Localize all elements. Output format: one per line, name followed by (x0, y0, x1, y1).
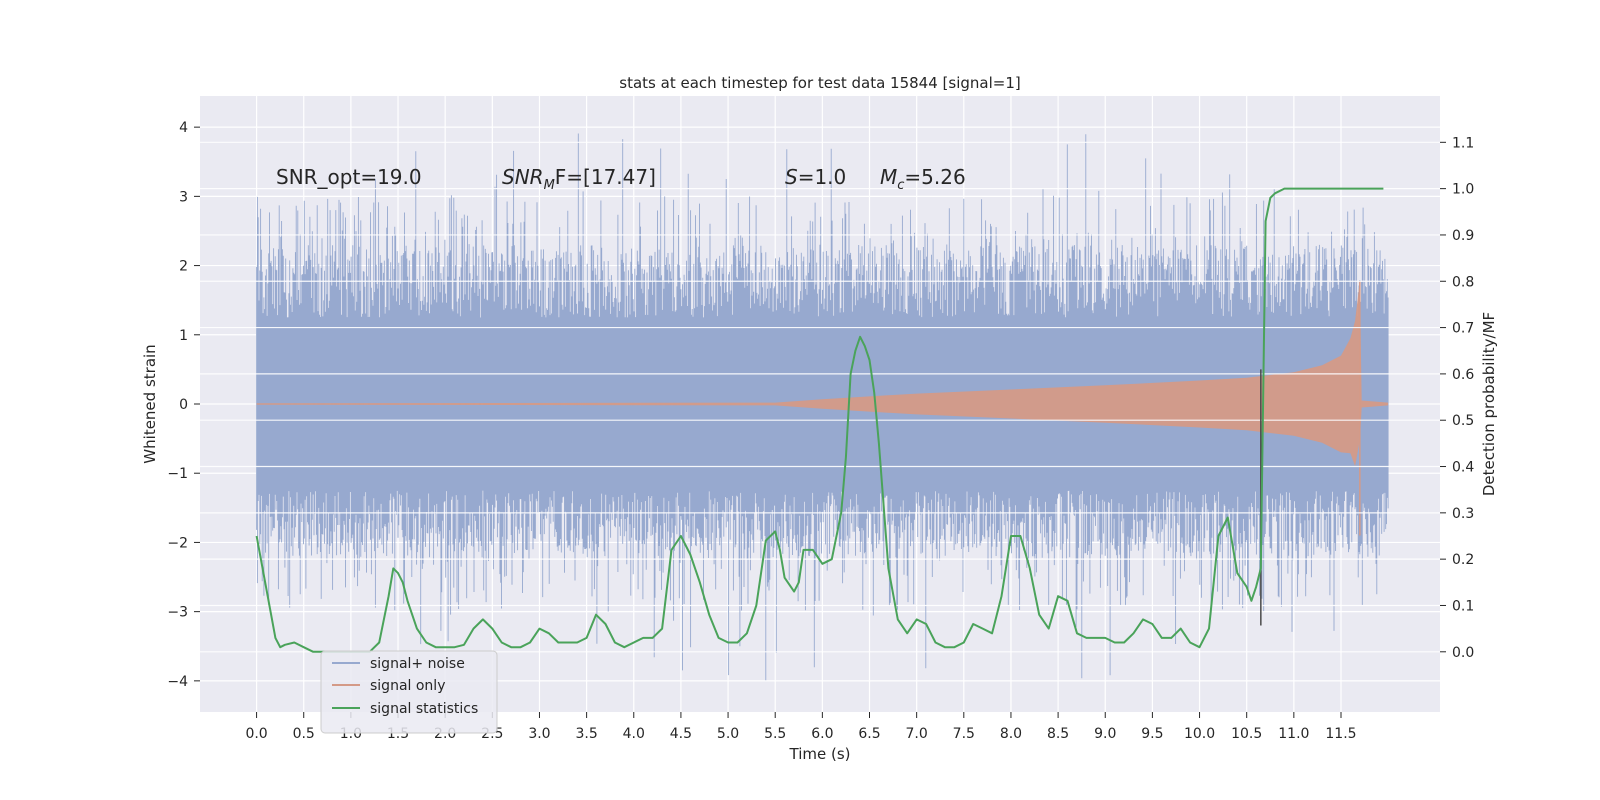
y-tick-label: −2 (167, 535, 188, 551)
x-tick-label: 0.0 (245, 726, 267, 742)
x-tick-label: 11.5 (1325, 726, 1356, 742)
y2-tick-label: 0.1 (1452, 598, 1474, 614)
x-tick-label: 9.0 (1094, 726, 1116, 742)
x-tick-label: 5.0 (717, 726, 739, 742)
annotation-snr-opt: SNR_opt=19.0 (276, 165, 422, 189)
x-tick-label: 11.0 (1278, 726, 1309, 742)
x-tick-label: 4.5 (670, 726, 692, 742)
legend-label-stats: signal statistics (370, 701, 478, 717)
y2-tick-label: 0.5 (1452, 413, 1474, 429)
annotation-mc-sub: c (897, 178, 904, 193)
stats-line (255, 187, 1384, 653)
y2-tick-label: 0.8 (1452, 274, 1474, 290)
y2-tick-label: 0.9 (1452, 228, 1474, 244)
legend: signal+ noise signal only signal statist… (320, 650, 498, 734)
x-tick-label: 10.0 (1184, 726, 1215, 742)
y2-axis-label: Detection probability/MF (1480, 312, 1498, 496)
annotation-snr-mf: SNRMF=[17.47] (502, 165, 656, 193)
y-tick-label: −4 (167, 674, 188, 690)
x-tick-label: 8.0 (1000, 726, 1022, 742)
annotation-snr-mf-rest: F=[17.47] (555, 165, 656, 189)
y2-tick-label: 1.1 (1452, 135, 1474, 151)
x-axis-label: Time (s) (789, 745, 851, 763)
y2-tick-label: 0.7 (1452, 321, 1474, 337)
y2-tick-label: 0.6 (1452, 367, 1474, 383)
x-tick-label: 7.0 (906, 726, 928, 742)
y2-tick-label: 0.3 (1452, 506, 1474, 522)
x-tick-label: 6.5 (858, 726, 880, 742)
x-tick-label: 6.0 (811, 726, 833, 742)
y-tick-label: −3 (167, 605, 188, 621)
x-tick-label: 0.5 (293, 726, 315, 742)
y2-tick-label: 0.2 (1452, 552, 1474, 568)
y2-tick-label: 1.0 (1452, 182, 1474, 198)
annotation-s-rest: =1.0 (798, 165, 847, 189)
chart-title: stats at each timestep for test data 158… (619, 74, 1020, 92)
x-tick-label: 5.5 (764, 726, 786, 742)
y-tick-label: 0 (179, 397, 188, 413)
x-tick-label: 7.5 (953, 726, 975, 742)
annotation-s: S=1.0 (785, 165, 846, 189)
x-tick-label: 8.5 (1047, 726, 1069, 742)
legend-label-signal: signal only (370, 678, 445, 694)
annotation-mc-rest: =5.26 (904, 165, 965, 189)
x-tick-label: 3.0 (528, 726, 550, 742)
y2-tick-label: 0.4 (1452, 460, 1474, 476)
y-axis-label: Whitened strain (141, 344, 159, 463)
y-tick-label: −1 (167, 466, 188, 482)
y-tick-label: 1 (179, 328, 188, 344)
legend-box (320, 650, 498, 734)
x-tick-label: 10.5 (1231, 726, 1262, 742)
y2-axis-ticks: 1.1 1.0 0.9 0.8 0.7 0.6 0.5 0.4 0.3 0.2 0.1 0.0 (1440, 135, 1474, 661)
signal-statistics-series (255, 187, 1384, 653)
y-axis-ticks: 4 3 2 1 0 −1 −2 −3 −4 (167, 120, 200, 690)
x-tick-label: 9.5 (1141, 726, 1163, 742)
x-tick-label: 3.5 (575, 726, 597, 742)
x-tick-label: 4.0 (623, 726, 645, 742)
y-tick-label: 2 (179, 259, 188, 275)
y-tick-label: 4 (179, 120, 188, 136)
annotation-snr-mf-sub: M (544, 178, 555, 193)
legend-label-noise: signal+ noise (370, 656, 465, 672)
annotations: SNR_opt=19.0 SNRMF=[17.47] S=1.0 Mc=5.26 (276, 165, 966, 193)
annotation-snr-mf-main: SNR (502, 165, 544, 189)
annotation-mc-main: M (880, 165, 897, 189)
annotation-s-main: S (785, 165, 798, 189)
y2-tick-label: 0.0 (1452, 645, 1474, 661)
annotation-mc: Mc=5.26 (880, 165, 966, 193)
y-tick-label: 3 (179, 189, 188, 205)
